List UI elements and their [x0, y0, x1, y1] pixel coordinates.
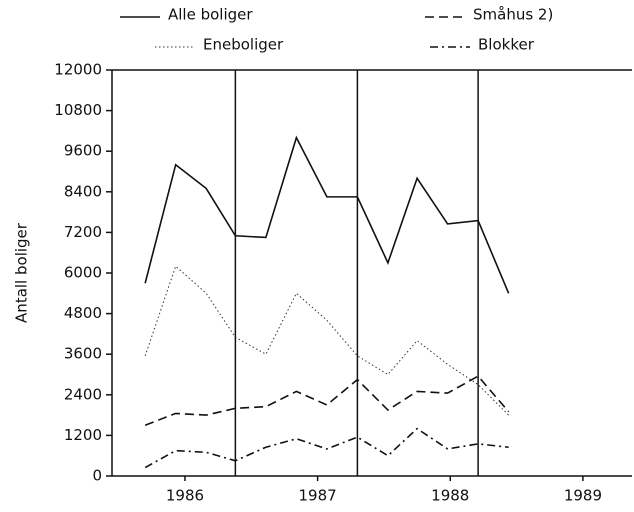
y-tick-label: 7200 — [64, 223, 102, 241]
y-tick-label: 8400 — [64, 182, 102, 200]
legend-label: Alle boliger — [168, 6, 253, 24]
legend-label: Eneboliger — [203, 36, 284, 54]
legend-label: Blokker — [478, 36, 535, 54]
series-line — [144, 427, 509, 469]
y-tick-label: 6000 — [64, 264, 102, 282]
y-tick-label: 0 — [92, 467, 102, 485]
series-line — [144, 375, 510, 426]
x-tick-label: 1988 — [431, 487, 469, 505]
y-tick-label: 2400 — [64, 385, 102, 403]
y-axis-label: Antall boliger — [13, 222, 31, 323]
y-tick-label: 4800 — [64, 304, 102, 322]
x-tick-label: 1987 — [299, 487, 337, 505]
x-tick-label: 1989 — [564, 487, 602, 505]
y-tick-label: 1200 — [64, 426, 102, 444]
legend-label: Småhus 2) — [473, 6, 553, 24]
y-tick-label: 9600 — [64, 142, 102, 160]
series-line — [144, 265, 509, 416]
x-tick-label: 1986 — [166, 487, 204, 505]
y-tick-label: 3600 — [64, 345, 102, 363]
y-tick-label: 10800 — [54, 101, 102, 119]
series-line — [144, 135, 510, 294]
y-tick-label: 12000 — [54, 61, 102, 79]
